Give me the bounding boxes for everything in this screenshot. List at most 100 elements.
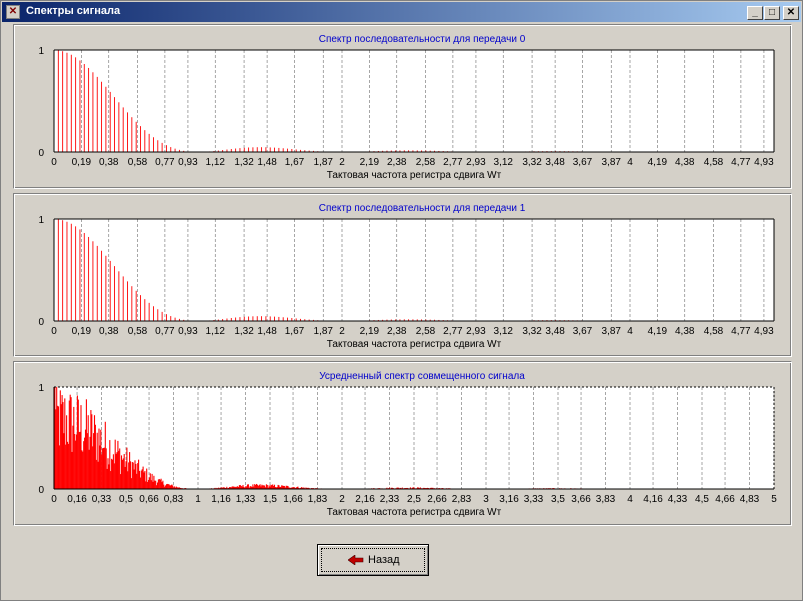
x-tick-label: 3,87 [602, 157, 622, 168]
x-tick-label: 3,48 [545, 326, 565, 337]
x-tick-label: 4,77 [731, 326, 751, 337]
x-tick-label: 0,19 [72, 157, 92, 168]
x-tick-label: 0 [51, 326, 57, 337]
x-tick-label: 2 [339, 157, 345, 168]
x-tick-label: 0,93 [178, 326, 198, 337]
x-tick-label: 1,83 [308, 494, 328, 505]
x-tick-label: 0,77 [155, 326, 175, 337]
x-tick-label: 1,48 [257, 326, 277, 337]
x-tick-label: 4,19 [648, 326, 668, 337]
chart-panel-2: Усредненный спектр совмещенного сигнала 1… [13, 361, 792, 526]
back-button[interactable]: Назад [317, 544, 429, 576]
x-tick-label: 2,19 [360, 326, 380, 337]
app-icon: ✕ [6, 5, 20, 19]
x-tick-label: 2,5 [407, 494, 421, 505]
x-tick-label: 1,16 [211, 494, 231, 505]
x-tick-label: 2,16 [355, 494, 375, 505]
x-axis-label: Тактовая частота регистра сдвига Wт [327, 507, 502, 518]
x-tick-label: 0 [51, 494, 57, 505]
x-axis-label: Тактовая частота регистра сдвига Wт [327, 170, 502, 181]
x-tick-label: 2,38 [387, 326, 407, 337]
y-tick-label: 0 [38, 485, 44, 496]
x-tick-label: 4,38 [675, 326, 695, 337]
x-tick-label: 2,77 [443, 157, 463, 168]
x-tick-label: 3,16 [499, 494, 519, 505]
x-tick-label: 2,77 [443, 326, 463, 337]
window-title: Спектры сигнала [26, 5, 121, 17]
x-tick-label: 1,12 [206, 326, 226, 337]
x-tick-label: 0,5 [119, 494, 133, 505]
chart-title: Спектр последовательности для передачи 0 [319, 34, 526, 45]
x-tick-label: 4,19 [648, 157, 668, 168]
x-tick-label: 4,77 [731, 157, 751, 168]
x-tick-label: 0,66 [139, 494, 159, 505]
x-tick-label: 2 [339, 494, 345, 505]
chart-title: Спектр последовательности для передачи 1 [319, 203, 526, 214]
chart-svg-0: Спектр последовательности для передачи 0… [38, 34, 775, 181]
x-tick-label: 1,12 [206, 157, 226, 168]
title-bar[interactable]: ✕ Спектры сигнала _ □ ✕ [2, 2, 801, 22]
x-tick-label: 0,58 [128, 326, 148, 337]
x-tick-label: 1,33 [236, 494, 256, 505]
y-tick-label: 1 [38, 215, 44, 226]
x-tick-label: 2 [339, 326, 345, 337]
x-tick-label: 0,38 [99, 157, 119, 168]
x-tick-label: 0,16 [67, 494, 87, 505]
x-tick-label: 1,5 [263, 494, 277, 505]
plot-area [54, 50, 774, 152]
x-tick-label: 2,33 [380, 494, 400, 505]
chart-title: Усредненный спектр совмещенного сигнала [319, 371, 525, 382]
minimize-button[interactable]: _ [747, 6, 763, 20]
x-tick-label: 3,83 [596, 494, 616, 505]
close-button[interactable]: ✕ [783, 6, 799, 20]
x-tick-label: 0,83 [164, 494, 184, 505]
x-tick-label: 3,67 [573, 326, 593, 337]
x-tick-label: 3 [483, 494, 489, 505]
x-tick-label: 0,58 [128, 157, 148, 168]
maximize-button[interactable]: □ [764, 6, 780, 20]
x-tick-label: 0,19 [72, 326, 92, 337]
x-tick-label: 2,19 [360, 157, 380, 168]
y-tick-label: 1 [38, 383, 44, 394]
x-tick-label: 2,58 [416, 326, 436, 337]
x-tick-label: 3,5 [551, 494, 565, 505]
x-tick-label: 1,66 [283, 494, 303, 505]
x-tick-label: 2,58 [416, 157, 436, 168]
chart-svg-1: Спектр последовательности для передачи 1… [38, 203, 775, 350]
x-tick-label: 2,83 [452, 494, 472, 505]
x-tick-label: 1,32 [234, 157, 254, 168]
x-tick-label: 3,32 [522, 326, 542, 337]
x-tick-label: 3,32 [522, 157, 542, 168]
x-tick-label: 4 [627, 494, 633, 505]
x-tick-label: 2,66 [427, 494, 447, 505]
x-tick-label: 3,33 [524, 494, 544, 505]
x-tick-label: 4,58 [704, 157, 724, 168]
x-tick-label: 4,16 [643, 494, 663, 505]
chart-svg-2: Усредненный спектр совмещенного сигнала 1… [38, 371, 777, 518]
y-tick-label: 0 [38, 148, 44, 159]
x-tick-label: 3,87 [602, 326, 622, 337]
x-tick-label: 3,67 [573, 157, 593, 168]
back-arrow-icon [348, 555, 364, 565]
x-tick-label: 0,77 [155, 157, 175, 168]
x-tick-label: 1 [195, 494, 201, 505]
x-tick-label: 0 [51, 157, 57, 168]
x-tick-label: 4 [627, 157, 633, 168]
x-tick-label: 3,66 [571, 494, 591, 505]
x-tick-label: 3,48 [545, 157, 565, 168]
x-tick-label: 1,48 [257, 157, 277, 168]
x-tick-label: 1,32 [234, 326, 254, 337]
x-tick-label: 4,93 [754, 157, 774, 168]
x-tick-label: 4,66 [715, 494, 735, 505]
x-tick-label: 2,38 [387, 157, 407, 168]
x-tick-label: 5 [771, 494, 777, 505]
x-tick-label: 0,38 [99, 326, 119, 337]
x-tick-label: 1,87 [314, 326, 334, 337]
x-tick-label: 4,33 [668, 494, 688, 505]
x-tick-label: 4,38 [675, 157, 695, 168]
x-tick-label: 4,93 [754, 326, 774, 337]
x-tick-label: 1,67 [285, 157, 305, 168]
y-tick-label: 1 [38, 46, 44, 57]
x-tick-label: 2,93 [466, 157, 486, 168]
